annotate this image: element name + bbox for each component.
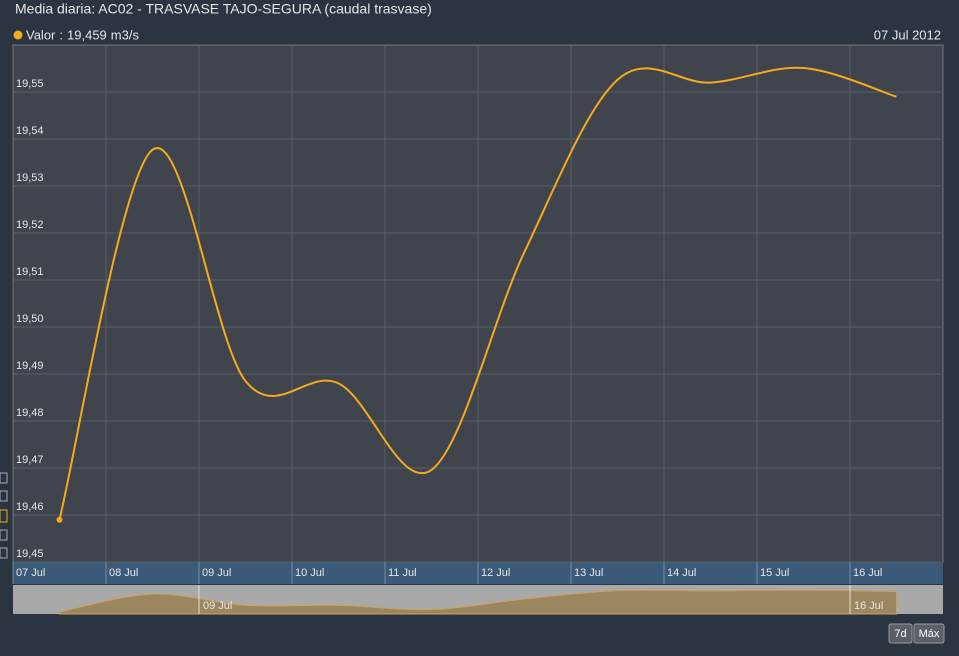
x-tick-label: 10 Jul [295, 567, 324, 579]
x-tick-label: 13 Jul [574, 567, 603, 579]
x-tick-label: 07 Jul [16, 567, 45, 579]
y-tick-label: 19,50 [16, 313, 44, 325]
side-tools [0, 472, 8, 559]
legend-name: Valor [26, 27, 56, 42]
x-tick-label: 12 Jul [481, 567, 510, 579]
period-buttons: 7d Máx [888, 623, 945, 644]
period-button[interactable] [913, 623, 945, 644]
tool-icon[interactable] [0, 529, 8, 541]
point [56, 516, 63, 523]
tool-icon[interactable] [0, 547, 8, 559]
y-tick-label: 19,55 [16, 78, 44, 90]
navigator-label: 09 Jul [203, 600, 232, 612]
y-tick-label: 19,51 [16, 266, 44, 278]
legend-value: 19,459 [67, 27, 107, 42]
chart-title: Media diaria: AC02 - TRASVASE TAJO-SEGUR… [15, 1, 432, 17]
navigator-area [59, 589, 897, 615]
x-tick-label: 16 Jul [853, 567, 882, 579]
tool-icon[interactable] [0, 472, 8, 484]
navigator-label: 16 Jul [854, 600, 883, 612]
y-tick-label: 19,53 [16, 172, 44, 184]
x-tick-label: 15 Jul [760, 567, 789, 579]
y-tick-label: 19,47 [16, 454, 44, 466]
x-tick-label: 09 Jul [202, 567, 231, 579]
y-tick-label: 19,46 [16, 501, 44, 513]
legend-unit: m3/s [111, 27, 140, 42]
x-tick-label: 11 Jul [388, 567, 417, 579]
x-tick-label: 08 Jul [109, 567, 138, 579]
legend-separator: : [59, 27, 63, 42]
legend-marker [13, 30, 23, 40]
y-tick-label: 19,49 [16, 360, 44, 372]
period-button-label[interactable]: Máx [919, 628, 940, 640]
y-tick-label: 19,54 [16, 125, 44, 137]
tool-icon[interactable] [0, 509, 8, 523]
legend-date: 07 Jul 2012 [874, 27, 941, 42]
x-tick-label: 14 Jul [667, 567, 696, 579]
y-tick-label: 19,45 [16, 548, 44, 560]
y-tick-label: 19,48 [16, 407, 44, 419]
y-tick-label: 19,52 [16, 219, 44, 231]
period-button-label[interactable]: 7d [894, 628, 906, 640]
line [58, 66, 897, 520]
tool-icon[interactable] [0, 490, 8, 502]
period-button[interactable] [888, 623, 913, 644]
